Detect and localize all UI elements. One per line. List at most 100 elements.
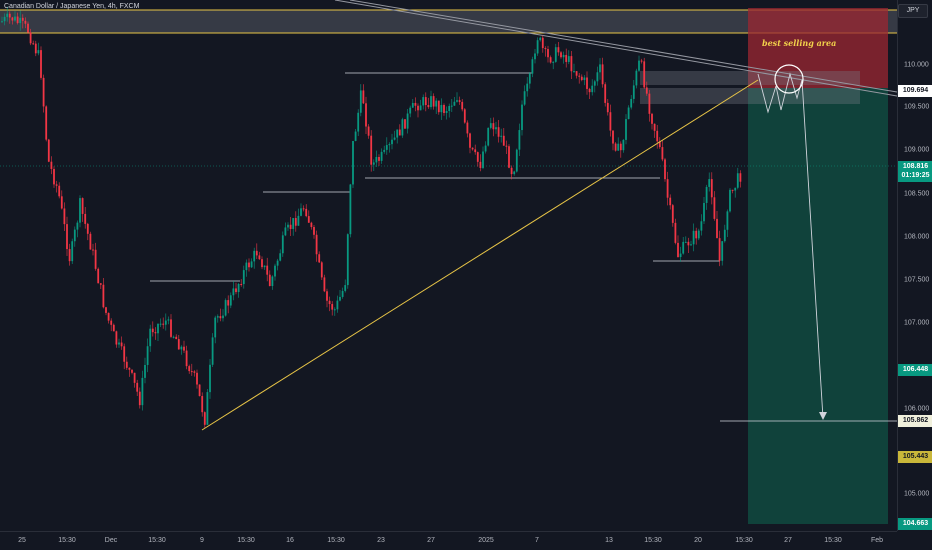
level-price-tag[interactable]: 105.443 (898, 451, 932, 463)
candle-body (255, 250, 258, 256)
candle-body (619, 143, 622, 151)
candle-body (133, 372, 136, 383)
candle-body (487, 127, 490, 146)
candle-body (729, 189, 731, 212)
candle-body (248, 262, 250, 268)
candle-body (653, 123, 656, 131)
time-tick-label: 27 (427, 537, 435, 544)
candle-body (302, 208, 305, 210)
candle-body (531, 59, 534, 74)
candle-body (515, 149, 518, 172)
top-resistance-zone[interactable] (0, 10, 897, 33)
candle-body (609, 112, 612, 131)
candle-body (94, 249, 97, 269)
resistance-box-lower[interactable] (640, 88, 860, 104)
candle-body (604, 84, 607, 103)
time-tick-label: 15:30 (644, 537, 662, 544)
candle-body (362, 90, 365, 104)
candle-body (383, 149, 386, 152)
candle-body (586, 77, 588, 89)
candle-body (703, 202, 705, 222)
candle-body (443, 105, 445, 113)
candle-body (593, 81, 596, 86)
projected-path-arrowhead (819, 412, 827, 420)
candle-body (651, 113, 653, 124)
candle-body (86, 223, 89, 234)
candle-body (643, 61, 646, 88)
candle-body (710, 179, 713, 198)
candle-body (162, 323, 165, 325)
target-price-tag[interactable]: 105.862 (898, 415, 932, 427)
candle-body (47, 139, 50, 162)
candle-body (718, 238, 721, 261)
candle-body (630, 98, 633, 108)
candle-body (596, 72, 599, 82)
candle-body (92, 249, 94, 251)
ascending-trendline[interactable] (201, 79, 759, 431)
candle-body (544, 48, 547, 50)
time-tick-label: 15:30 (148, 537, 166, 544)
candle-body (723, 229, 726, 242)
candle-body (310, 222, 313, 228)
candle-body (401, 119, 404, 136)
candle-body (29, 32, 32, 44)
time-tick-label: 15:30 (735, 537, 753, 544)
countdown-tag[interactable]: 01:19:25 (898, 170, 932, 182)
zone-price-tag[interactable]: 106.448 (898, 364, 932, 376)
bottom-price-tag[interactable]: 104.663 (898, 518, 932, 530)
time-tick-label: 15:30 (58, 537, 76, 544)
candle-body (726, 211, 729, 230)
candle-body (245, 262, 248, 271)
candle-body (599, 64, 601, 73)
candle-body (300, 208, 302, 216)
candle-body (331, 304, 334, 310)
symbol-title[interactable]: Canadian Dollar / Japanese Yen, 4h, FXCM (4, 3, 140, 10)
selling-area-annotation[interactable]: best selling area (762, 38, 837, 48)
candle-body (365, 103, 367, 127)
candle-body (3, 16, 6, 22)
candle-body (196, 372, 198, 385)
resistance-box-upper[interactable] (640, 71, 860, 85)
chart-canvas[interactable] (0, 0, 898, 531)
candle-body (404, 119, 406, 129)
time-tick-label: 9 (200, 537, 204, 544)
candle-body (274, 265, 276, 277)
candle-body (573, 71, 575, 73)
candle-body (144, 364, 146, 378)
candle-body (190, 371, 193, 373)
time-axis[interactable]: 25 15:30 Dec 15:30 9 15:30 16 15:30 23 27 2025 7 13 1… (0, 531, 897, 550)
candle-body (237, 283, 240, 293)
candle-body (136, 382, 139, 392)
candle-body (583, 77, 586, 81)
candle-body (279, 253, 282, 261)
target-zone[interactable] (748, 88, 888, 524)
currency-label[interactable]: JPY (898, 4, 928, 18)
candle-body (469, 133, 471, 148)
candle-body (461, 101, 464, 110)
candle-body (656, 130, 659, 142)
candle-body (224, 300, 227, 316)
price-tick-label: 110.000 (904, 61, 929, 69)
price-tick-label: 105.000 (904, 490, 930, 498)
price-axis[interactable]: 110.000 109.500 109.000 108.500 108.000 107.5… (897, 0, 932, 531)
descending-trendline-b[interactable] (349, 0, 898, 93)
candle-body (492, 123, 495, 130)
candle-body (79, 198, 81, 223)
chart-area[interactable]: Canadian Dollar / Japanese Yen, 4h, FXCM… (0, 0, 898, 531)
time-tick-label: 15:30 (327, 537, 345, 544)
candle-body (219, 316, 222, 319)
candle-body (432, 96, 435, 107)
candle-body (60, 196, 63, 209)
candle-body (240, 283, 243, 285)
selling-area-circle[interactable] (774, 64, 804, 94)
candle-body (526, 83, 529, 92)
candle-body (484, 145, 487, 152)
candle-body (8, 13, 11, 18)
candle-body (557, 47, 560, 53)
resistance-price-tag[interactable]: 109.694 (898, 85, 932, 97)
candle-body (50, 161, 53, 169)
candle-body (313, 227, 315, 235)
candle-body (528, 73, 531, 84)
time-tick-label: 13 (605, 537, 613, 544)
candle-body (206, 392, 209, 425)
